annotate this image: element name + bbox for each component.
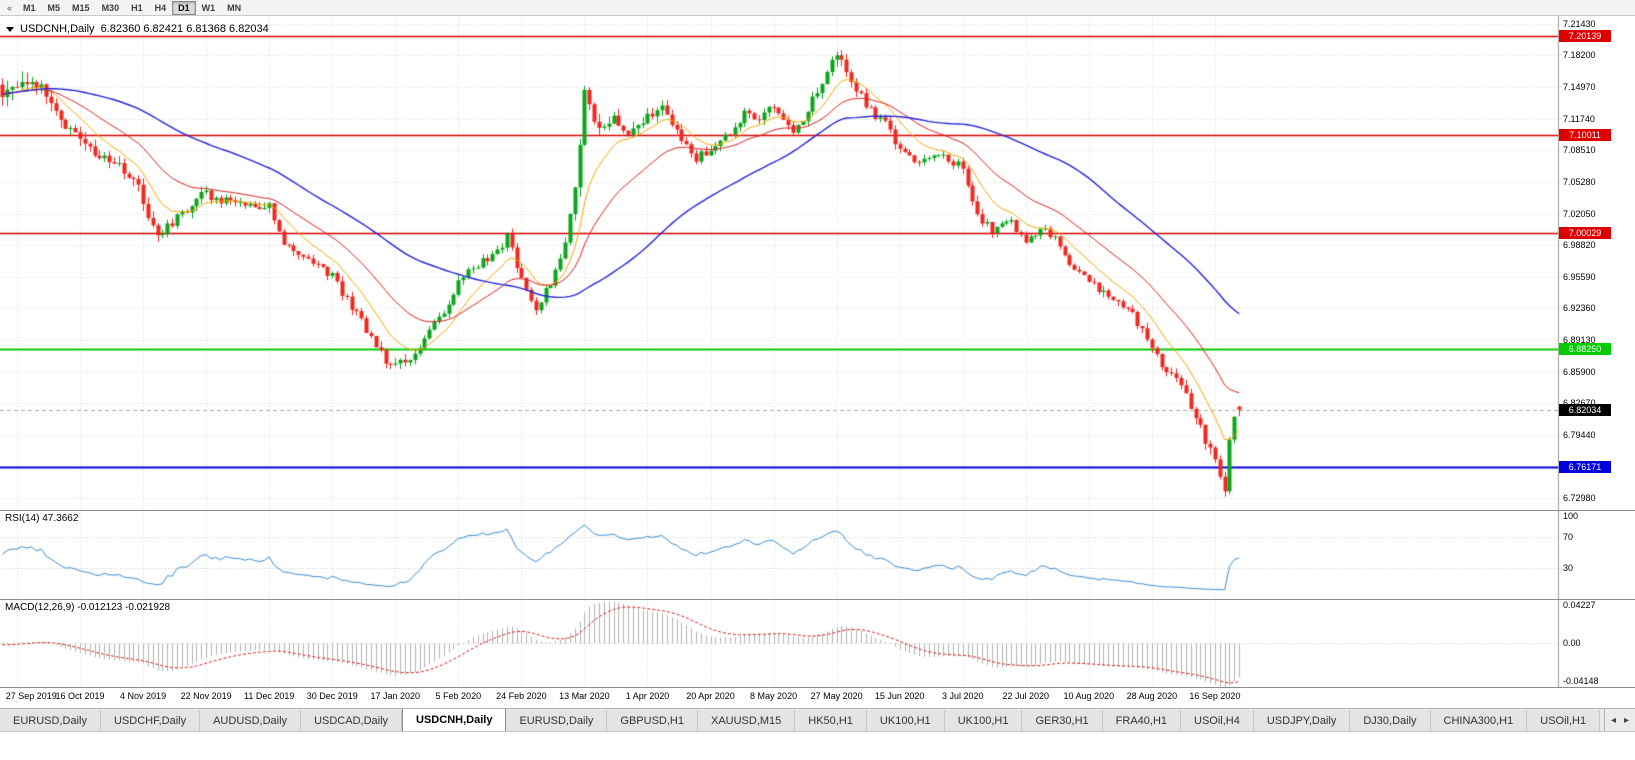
- chart-ohlc-values: 6.82360 6.82421 6.81368 6.82034: [100, 23, 269, 35]
- timeframe-button-d1[interactable]: D1: [172, 0, 196, 15]
- chart-tabs-bar: EURUSD,Daily USDCHF,Daily AUDUSD,Daily USDC…: [0, 708, 1635, 732]
- chart-symbol-label: USDCNH,Daily: [20, 23, 95, 35]
- chart-tab-eurusd-daily[interactable]: EURUSD,Daily: [0, 710, 101, 731]
- tabs-scroll-left-button[interactable]: ◂: [1610, 714, 1616, 726]
- date-axis-label: 8 May 2020: [750, 691, 798, 701]
- chart-tab-uk100-h1[interactable]: UK100,H1: [944, 710, 1023, 731]
- timeframe-buttons: M1 M5 M15 M30 H1 H4 D1 W1 MN: [17, 0, 247, 15]
- macd-canvas[interactable]: [0, 600, 1635, 687]
- date-axis-label: 1 Apr 2020: [625, 691, 670, 701]
- date-axis-label: 5 Feb 2020: [435, 691, 482, 701]
- date-axis-label: 16 Sep 2020: [1189, 691, 1241, 701]
- date-axis: 27 Sep 2019 16 Oct 2019 4 Nov 2019 22 Nov 2…: [0, 687, 1635, 704]
- timeframe-button-m15[interactable]: M15: [72, 2, 90, 13]
- price-chart-canvas[interactable]: [0, 16, 1635, 510]
- chart-title: USDCNH,Daily 6.82360 6.82421 6.81368 6.8…: [6, 23, 269, 35]
- timeframe-button-m5[interactable]: M5: [47, 2, 61, 13]
- timeframe-button-w1[interactable]: W1: [201, 2, 216, 13]
- date-axis-label: 17 Jan 2020: [370, 691, 421, 701]
- symbol-dropdown-icon[interactable]: [6, 26, 14, 32]
- date-axis-label: 16 Oct 2019: [55, 691, 105, 701]
- timeframe-button-mn[interactable]: MN: [227, 2, 242, 13]
- chart-scroll-left-icon[interactable]: «: [7, 2, 13, 13]
- timeframe-button-h4[interactable]: H4: [154, 2, 167, 13]
- chart-tab-uk100-h1[interactable]: UK100,H1: [866, 710, 945, 731]
- date-axis-label: 22 Jul 2020: [1002, 691, 1050, 701]
- date-axis-label: 11 Dec 2019: [243, 691, 295, 701]
- timeframe-toolbar: « M1 M5 M15 M30 H1 H4 D1 W1 MN: [0, 0, 1635, 16]
- rsi-pane: RSI(14) 47.3662 100 70 30: [0, 510, 1635, 599]
- timeframe-button-h1[interactable]: H1: [131, 2, 143, 13]
- tab-scroll-arrows: ◂ ▸: [1603, 709, 1635, 731]
- chart-tab-xauusd-m15[interactable]: XAUUSD,M15: [697, 710, 796, 731]
- date-axis-label: 27 May 2020: [810, 691, 863, 701]
- date-axis-label: 10 Aug 2020: [1063, 691, 1115, 701]
- chart-tab-usdjpy-daily[interactable]: USDJPY,Daily: [1253, 710, 1351, 731]
- chart-tab-eurusd-daily[interactable]: EURUSD,Daily: [506, 710, 608, 731]
- price-pane: USDCNH,Daily 6.82360 6.82421 6.81368 6.8…: [0, 16, 1635, 510]
- date-axis-label: 3 Jul 2020: [941, 691, 984, 701]
- date-axis-label: 24 Feb 2020: [496, 691, 547, 701]
- chart-tab-gbpusd-h1[interactable]: GBPUSD,H1: [607, 710, 698, 731]
- chart-tab-ger30-h1[interactable]: GER30,H1: [1022, 710, 1103, 731]
- chart-tab-usdchf-daily[interactable]: USDCHF,Daily: [100, 710, 201, 731]
- date-axis-label: 30 Dec 2019: [306, 691, 358, 701]
- chart-tab-usoil-h4[interactable]: USOil,H4: [1181, 710, 1254, 731]
- chart-tab-list: EURUSD,Daily USDCHF,Daily AUDUSD,Daily USDC…: [0, 709, 1635, 731]
- rsi-canvas[interactable]: [0, 511, 1635, 599]
- date-axis-label: 20 Apr 2020: [686, 691, 735, 701]
- tabs-scroll-right-button[interactable]: ▸: [1623, 714, 1629, 726]
- chart-tab-usoil-h1[interactable]: USOil,H1: [1527, 710, 1601, 731]
- chart-tab-fra40-h1[interactable]: FRA40,H1: [1102, 710, 1182, 731]
- chart-tab-dj30-daily[interactable]: DJ30,Daily: [1350, 710, 1431, 731]
- date-axis-label: 28 Aug 2020: [1126, 691, 1178, 701]
- chart-tab-usdcad-daily[interactable]: USDCAD,Daily: [301, 710, 403, 731]
- timeframe-button-m30[interactable]: M30: [101, 2, 120, 13]
- macd-pane: MACD(12,26,9) -0.012123 -0.021928 0.0422…: [0, 599, 1635, 687]
- date-axis-label: 13 Mar 2020: [559, 691, 610, 701]
- macd-label: MACD(12,26,9) -0.012123 -0.021928: [5, 602, 171, 613]
- rsi-label: RSI(14) 47.3662: [5, 513, 79, 524]
- chart-tab-china300-h1[interactable]: CHINA300,H1: [1430, 710, 1528, 731]
- timeframe-button-m1[interactable]: M1: [23, 2, 36, 13]
- date-axis-label: 4 Nov 2019: [120, 691, 167, 701]
- date-axis-label: 27 Sep 2019: [5, 691, 57, 701]
- date-axis-label: 22 Nov 2019: [180, 691, 232, 701]
- chart-tab-hk50-h1[interactable]: HK50,H1: [795, 710, 867, 731]
- date-axis-label: 15 Jun 2020: [874, 691, 925, 701]
- chart-tab-audusd-daily[interactable]: AUDUSD,Daily: [200, 710, 302, 731]
- chart-tab-usdcnh-daily[interactable]: USDCNH,Daily: [402, 709, 507, 731]
